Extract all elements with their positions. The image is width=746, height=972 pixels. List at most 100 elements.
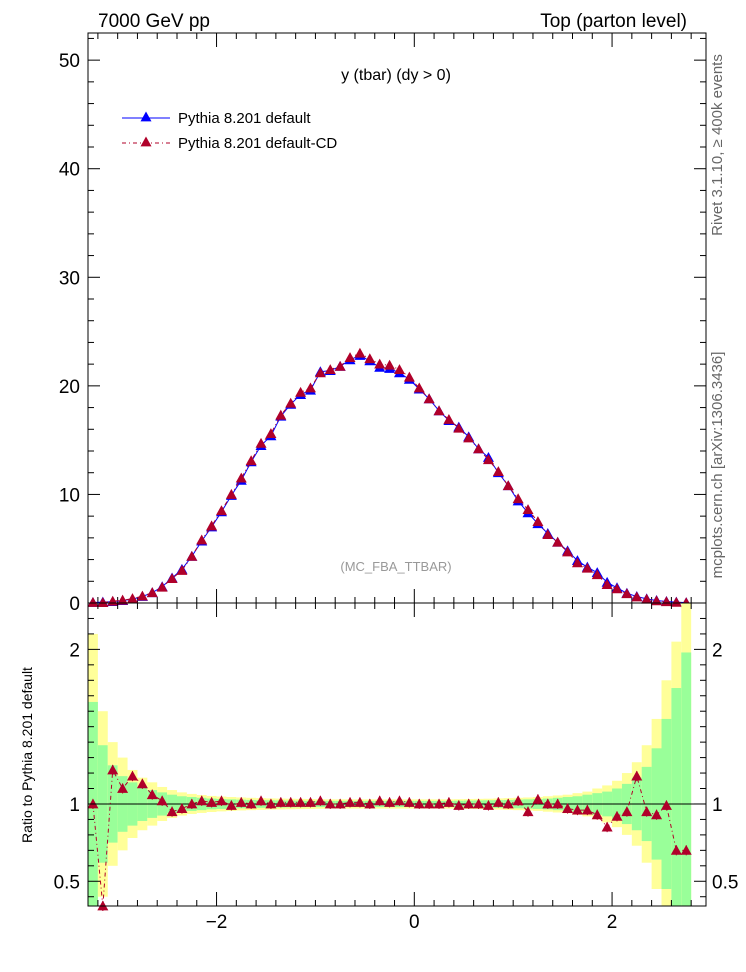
series-1-point <box>502 480 514 491</box>
plot-title: y (tbar) (dy > 0) <box>341 67 451 84</box>
series-1-point <box>196 534 208 545</box>
ratio-point <box>374 795 386 806</box>
series-1-point <box>364 353 376 364</box>
series-1-point <box>324 364 336 374</box>
ratio-point <box>413 798 425 809</box>
series-1-point <box>117 594 129 605</box>
analysis-watermark: (MC_FBA_TTBAR) <box>340 559 451 574</box>
ratio-point <box>364 798 376 809</box>
ratio-point <box>324 798 336 809</box>
ratio-point <box>215 795 227 806</box>
x-tick-label: −2 <box>206 912 228 933</box>
series-1-point <box>562 546 574 557</box>
series-1-point <box>235 472 247 483</box>
ratio-point <box>641 806 653 817</box>
ratio-point <box>265 798 277 809</box>
series-1-point <box>621 588 633 599</box>
ratio-point <box>87 798 99 809</box>
ratio-point <box>453 800 465 810</box>
series-1-point <box>552 536 564 547</box>
series-1-point <box>631 591 643 602</box>
ratio-point <box>285 796 297 807</box>
ratio-point <box>473 798 485 809</box>
ratio-point <box>631 770 643 781</box>
series-1-point <box>126 593 138 604</box>
ratio-axis-ticks: 0.5 0.5 1 1 2 2 −2 0 2 <box>54 603 738 933</box>
ratio-point <box>126 770 138 781</box>
ratio-point <box>354 796 366 807</box>
legend-label-1: Pythia 8.201 default-CD <box>178 135 337 152</box>
series-1-point <box>344 352 356 363</box>
ratio-point <box>591 809 603 820</box>
uncertainty-bands <box>88 603 692 906</box>
series-1-point <box>285 397 297 408</box>
ratio-point <box>344 796 356 807</box>
series-1-point <box>413 382 425 393</box>
series-1-point <box>473 443 485 454</box>
series-1-point <box>641 593 653 604</box>
series-1-point <box>265 428 277 439</box>
ratio-panel: 0.5 0.5 1 1 2 2 −2 0 2 Ratio to Pythia 8.201 def… <box>19 602 738 933</box>
series-1-point <box>522 504 534 515</box>
ratio-point <box>107 764 119 775</box>
ratio-point <box>393 795 405 806</box>
series-1-point <box>156 581 168 592</box>
ratio-point <box>611 810 623 821</box>
series-1-point <box>463 432 475 443</box>
ratio-point <box>680 844 692 855</box>
ratio-point <box>502 798 514 809</box>
series-1-point <box>443 414 455 424</box>
ratio-point <box>275 796 287 807</box>
green-band <box>671 688 682 906</box>
ratio-point <box>522 806 534 817</box>
ratio-point <box>601 821 613 832</box>
ratio-point <box>146 789 158 800</box>
ratio-point <box>581 804 593 815</box>
ratio-y-tick-label-right: 0.5 <box>712 872 738 893</box>
ratio-point <box>206 796 218 807</box>
series-1-point <box>660 596 672 607</box>
ratio-point <box>621 806 633 817</box>
series-1-point <box>601 579 613 589</box>
series-1-point <box>176 564 188 575</box>
ratio-point <box>245 798 257 809</box>
y-tick-label: 50 <box>59 51 80 72</box>
series-1-point <box>374 358 386 369</box>
green-band <box>681 652 692 906</box>
series-1-point <box>403 371 415 382</box>
series-1-point <box>215 505 227 516</box>
ratio-y-tick-label-right: 2 <box>712 640 723 661</box>
main-axis-ticks: 0 10 20 30 40 50 <box>59 33 706 615</box>
series-1-point <box>591 569 603 580</box>
series-1-point <box>136 590 148 601</box>
ratio-point <box>314 795 326 806</box>
series-1-point <box>314 367 326 378</box>
ratio-point <box>176 803 188 814</box>
series-1-point <box>532 516 544 526</box>
y-tick-label: 20 <box>59 377 80 398</box>
series-1-point <box>433 405 445 416</box>
ratio-point <box>384 796 396 807</box>
series-1-point <box>97 597 109 607</box>
ratio-y-tick-label-right: 1 <box>712 795 723 816</box>
series-1-point <box>206 520 218 531</box>
ratio-point <box>670 844 682 855</box>
ratio-point <box>482 800 494 810</box>
series-1-point <box>304 382 316 393</box>
ratio-series <box>87 764 692 911</box>
series-1-point <box>581 562 593 573</box>
ratio-point <box>235 796 247 807</box>
series-1-point <box>334 360 346 371</box>
y-tick-label: 30 <box>59 268 80 289</box>
series-1-point <box>512 493 524 504</box>
ratio-point <box>542 798 554 809</box>
series-1-point <box>275 409 287 420</box>
rivet-label: Rivet 3.1.10, ≥ 400k events <box>709 54 726 236</box>
series-1-point <box>571 557 583 568</box>
ratio-point <box>512 795 524 806</box>
ratio-point <box>492 796 504 807</box>
legend-marker-0 <box>140 111 152 122</box>
ratio-point <box>651 809 663 820</box>
ratio-point <box>433 798 445 809</box>
